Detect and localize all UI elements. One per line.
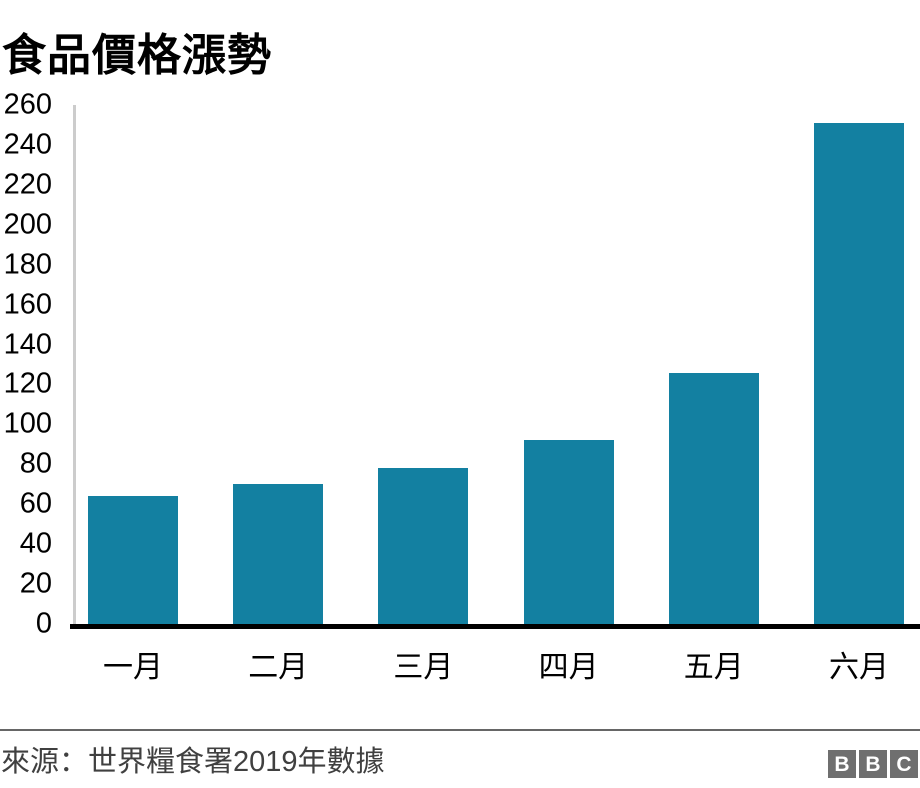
x-axis-tick-labels: 一月 二月 三月 四月 五月 六月 <box>74 650 920 690</box>
y-tick-label: 240 <box>3 128 52 161</box>
y-tick-label: 140 <box>3 328 52 361</box>
y-tick-label: 20 <box>19 567 52 600</box>
y-tick-label: 100 <box>3 407 52 440</box>
bar-五月 <box>668 372 759 624</box>
y-tick-label: 200 <box>3 208 52 241</box>
x-tick-label: 六月 <box>829 651 889 684</box>
bar-六月 <box>814 122 904 624</box>
bar-四月 <box>523 440 614 624</box>
x-axis-baseline <box>70 624 920 629</box>
x-tick-label: 四月 <box>538 651 599 684</box>
plot-area <box>74 105 920 624</box>
y-axis-tick-labels: 0 20 40 60 80 100 120 140 160 180 200 220 240 260 <box>0 90 52 638</box>
y-axis-line <box>73 105 76 624</box>
source-attribution: 來源：世界糧食署2019年數據 <box>1 746 385 778</box>
bar-一月 <box>88 496 178 624</box>
y-tick-label: 40 <box>19 527 52 560</box>
y-tick-label: 160 <box>3 288 52 321</box>
y-tick-label: 180 <box>3 248 52 281</box>
bbc-logo-block-c: C <box>890 750 918 778</box>
y-tick-label: 260 <box>3 88 52 121</box>
x-tick-label: 三月 <box>393 651 454 684</box>
chart-title: 食品價格漲勢 <box>2 31 272 81</box>
y-tick-label: 60 <box>19 487 52 520</box>
bar-二月 <box>233 484 324 624</box>
bbc-logo-block-b2: B <box>859 750 887 778</box>
y-tick-label: 120 <box>3 367 52 400</box>
y-tick-label: 220 <box>3 168 52 201</box>
x-tick-label: 五月 <box>683 651 744 684</box>
y-tick-label: 80 <box>19 447 52 480</box>
bbc-logo-block-b1: B <box>828 750 856 778</box>
y-tick-label: 0 <box>35 607 52 640</box>
x-tick-label: 一月 <box>103 651 163 684</box>
bbc-logo: B B C <box>828 750 918 778</box>
bar-三月 <box>378 468 469 624</box>
footer-divider <box>0 729 920 731</box>
x-tick-label: 二月 <box>248 651 309 684</box>
